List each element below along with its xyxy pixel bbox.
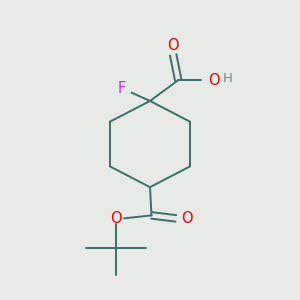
Text: O: O <box>167 38 179 53</box>
Text: O: O <box>208 73 220 88</box>
Text: O: O <box>110 211 122 226</box>
Text: O: O <box>181 211 193 226</box>
Text: F: F <box>118 81 126 96</box>
Text: H: H <box>223 72 233 85</box>
